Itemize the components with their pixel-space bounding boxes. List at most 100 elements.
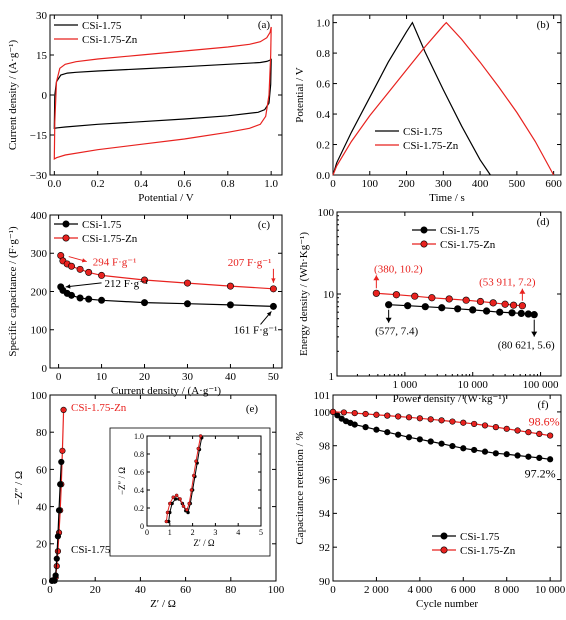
data-point: [530, 311, 538, 319]
x-tick-label: 0: [56, 371, 62, 383]
data-point: [183, 279, 191, 287]
data-point: [427, 438, 434, 445]
y-tick-label: 0.2: [316, 139, 330, 151]
data-point: [340, 409, 347, 416]
y-axis-label: −Z″ / Ω: [117, 467, 127, 495]
data-point: [536, 430, 543, 437]
data-point: [525, 453, 532, 460]
legend-marker: [440, 532, 448, 540]
x-tick-label: 10 000: [458, 379, 489, 391]
x-tick-label: 0.4: [134, 178, 148, 190]
data-point: [405, 434, 413, 441]
data-point: [226, 301, 234, 309]
series-csi-1-75-zn: [332, 21, 555, 176]
y-axis-label: Potential / V: [294, 67, 306, 122]
y-tick-label: 90: [319, 576, 331, 588]
inset-data-point: [173, 497, 178, 501]
data-point: [404, 302, 412, 310]
x-tick-label: 0.0: [47, 178, 61, 190]
y-tick-label: 0.4: [134, 486, 144, 495]
data-point: [98, 296, 106, 304]
data-point: [362, 424, 369, 431]
data-point: [508, 309, 516, 317]
x-tick-label: 600: [545, 178, 562, 190]
data-point: [427, 416, 434, 423]
data-point: [384, 412, 391, 419]
y-tick-label: 0: [42, 90, 48, 102]
annotation-arrowhead: [81, 258, 87, 263]
x-tick-label: 0.6: [178, 178, 192, 190]
panel-label: (f): [538, 399, 549, 411]
x-tick-label: 2 000: [364, 584, 389, 596]
data-point: [53, 555, 60, 562]
inset-data-point: [171, 495, 175, 499]
annotation-label: 294 F·g⁻¹: [93, 257, 137, 269]
data-point: [438, 304, 446, 312]
y-tick-label: 1.0: [134, 432, 144, 441]
data-point: [503, 451, 510, 458]
data-point: [428, 294, 436, 302]
annotation-arrow: [65, 282, 102, 288]
data-point: [547, 432, 554, 439]
data-point: [269, 302, 277, 310]
x-tick-label: 10 000: [535, 584, 566, 596]
inset-data-point: [191, 473, 196, 478]
x-axis-label: Potential / V: [138, 192, 193, 204]
inset-data-point: [194, 459, 198, 463]
data-point: [405, 414, 413, 421]
legend-marker: [420, 240, 428, 248]
y-tick-label: 100: [31, 390, 48, 402]
data-point: [59, 447, 66, 454]
cv-loop-csi-1-75: [53, 58, 272, 130]
x-tick-label: 20: [90, 584, 102, 596]
data-point: [460, 419, 467, 426]
inset-data-point: [164, 519, 169, 524]
inset-data-point: [196, 446, 201, 451]
plot-frame: [332, 394, 562, 582]
data-point: [509, 301, 518, 309]
data-point: [57, 481, 64, 488]
series-csi-1-75-zn: [329, 408, 554, 439]
y-tick-label: 0.6: [134, 468, 144, 477]
y-tick-label: 0.4: [316, 109, 330, 121]
annotation-label: 98.6%: [529, 415, 560, 429]
legend-label: CSi-1.75: [403, 126, 443, 138]
legend-label: CSi-1.75: [82, 219, 122, 231]
x-tick-label: 500: [509, 178, 526, 190]
series-label: CSi-1.75-Zn: [71, 402, 127, 414]
data-point: [351, 421, 358, 428]
data-point: [76, 294, 84, 302]
data-point: [416, 436, 423, 443]
x-axis-label: Time / s: [429, 192, 465, 204]
data-point: [449, 418, 456, 425]
x-tick-label: 50: [268, 371, 280, 383]
x-tick-label: 100 000: [523, 379, 559, 391]
panel-label: (d): [537, 216, 550, 228]
annotation-arrowhead: [531, 331, 538, 337]
data-point: [395, 431, 402, 438]
y-tick-label: 300: [31, 248, 48, 260]
x-axis-label: Power density / (W·kg⁻¹): [393, 393, 506, 405]
annotation-label: (53 911, 7.2): [479, 277, 536, 289]
y-tick-label: −30: [30, 170, 48, 182]
legend-label: CSi-1.75-Zn: [460, 545, 516, 557]
y-tick-label: 92: [319, 542, 330, 554]
annotation-arrowhead: [65, 284, 71, 289]
y-tick-label: 30: [36, 10, 48, 22]
data-point: [392, 291, 400, 299]
x-tick-label: 6 000: [451, 584, 476, 596]
x-tick-label: 1: [168, 528, 172, 537]
data-point: [482, 307, 491, 315]
x-tick-label: 10: [96, 371, 108, 383]
plot-frame: [146, 435, 262, 527]
panel-label: (a): [258, 19, 271, 31]
data-point: [492, 424, 499, 431]
data-point: [462, 296, 470, 304]
plot-frame: [332, 14, 562, 176]
x-axis-label: Z′ / Ω: [193, 538, 214, 548]
data-point: [525, 429, 532, 436]
panel-b: 0 100 200 300 400 500 600 0.0 0.2 0.4 0.6 0.8 1.0 Tim…: [294, 14, 562, 204]
annotation-label: (80 621, 5.6): [498, 340, 555, 352]
annotation-label: 97.2%: [525, 466, 556, 480]
data-point: [385, 301, 393, 309]
